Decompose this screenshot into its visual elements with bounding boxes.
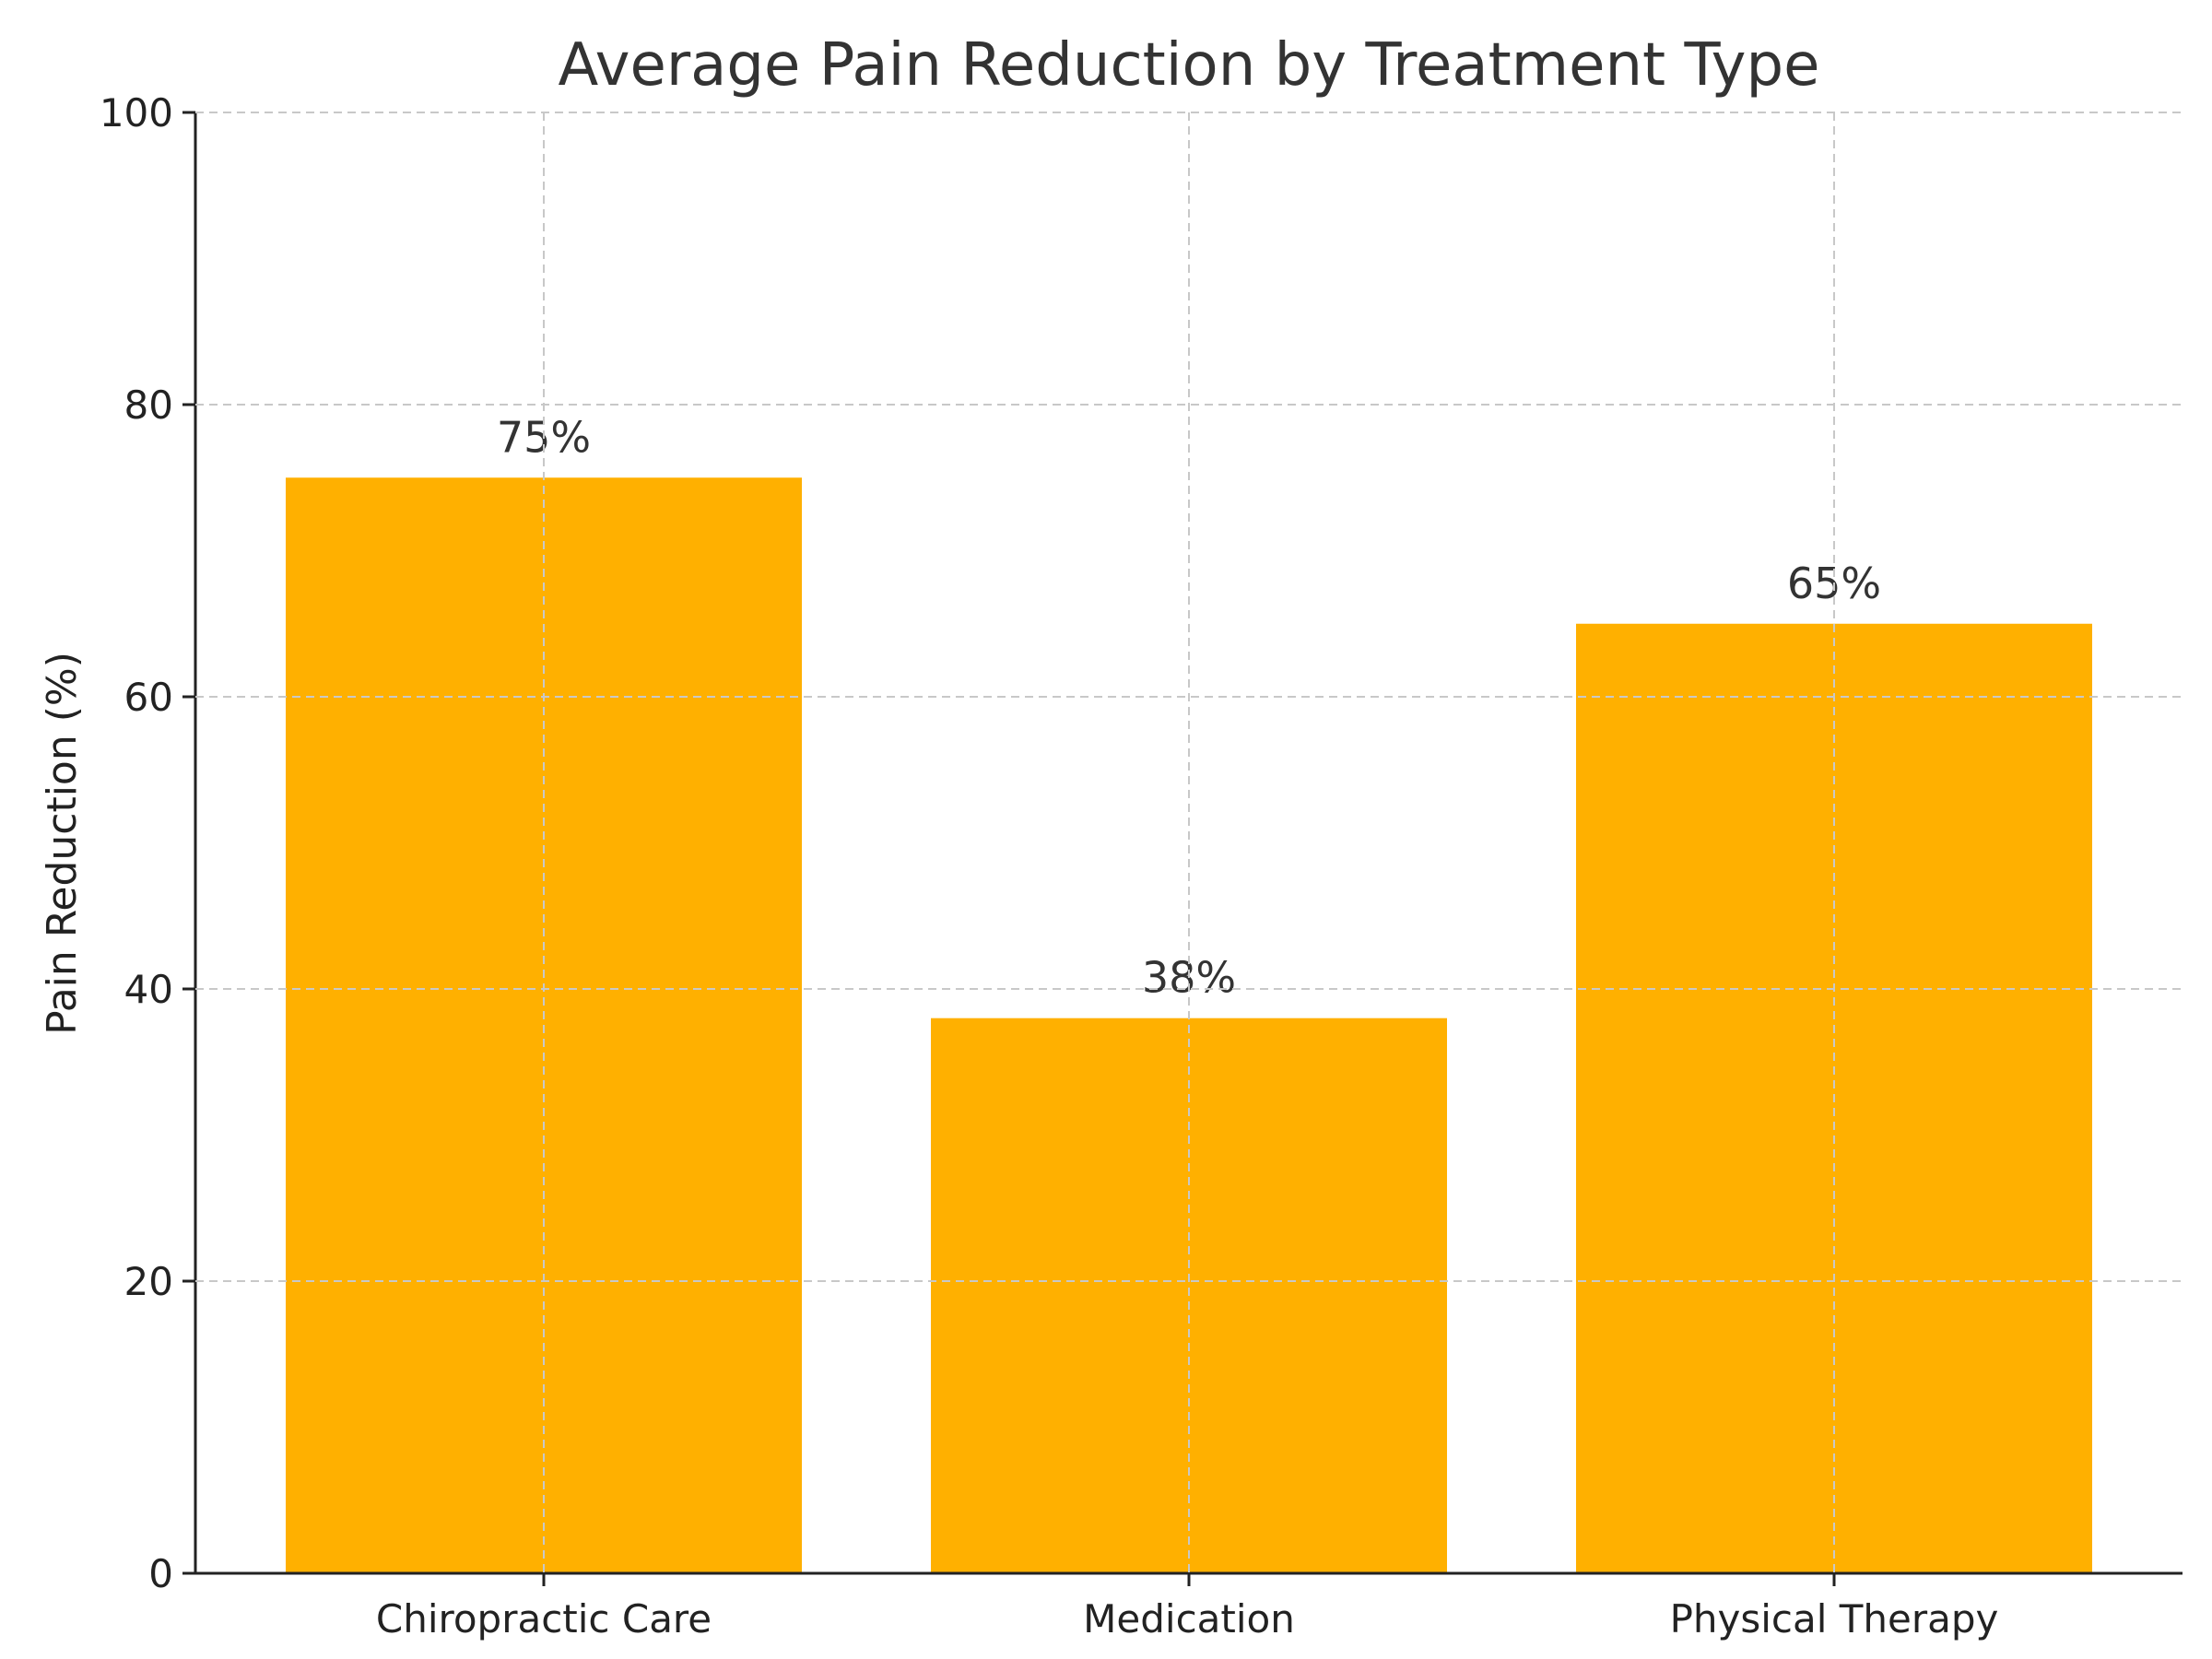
labels: 0 20 40 60 80 100 Chiropractic Care Medication P…: [100, 90, 1999, 1641]
chart-title: Average Pain Reduction by Treatment Type: [559, 31, 1820, 100]
axes: [182, 111, 2183, 1586]
y-tick-label: 80: [124, 382, 173, 428]
y-tick-label: 40: [124, 967, 173, 1012]
y-tick-label: 60: [124, 675, 173, 720]
y-axis-label: Pain Reduction (%): [39, 652, 86, 1035]
x-tick-label: Physical Therapy: [1670, 1596, 1999, 1641]
y-tick-label: 100: [100, 90, 173, 135]
y-tick-label: 20: [124, 1259, 173, 1304]
x-tick-label: Medication: [1083, 1596, 1295, 1641]
x-tick-label: Chiropractic Care: [376, 1596, 712, 1641]
y-tick-label: 0: [148, 1551, 173, 1596]
